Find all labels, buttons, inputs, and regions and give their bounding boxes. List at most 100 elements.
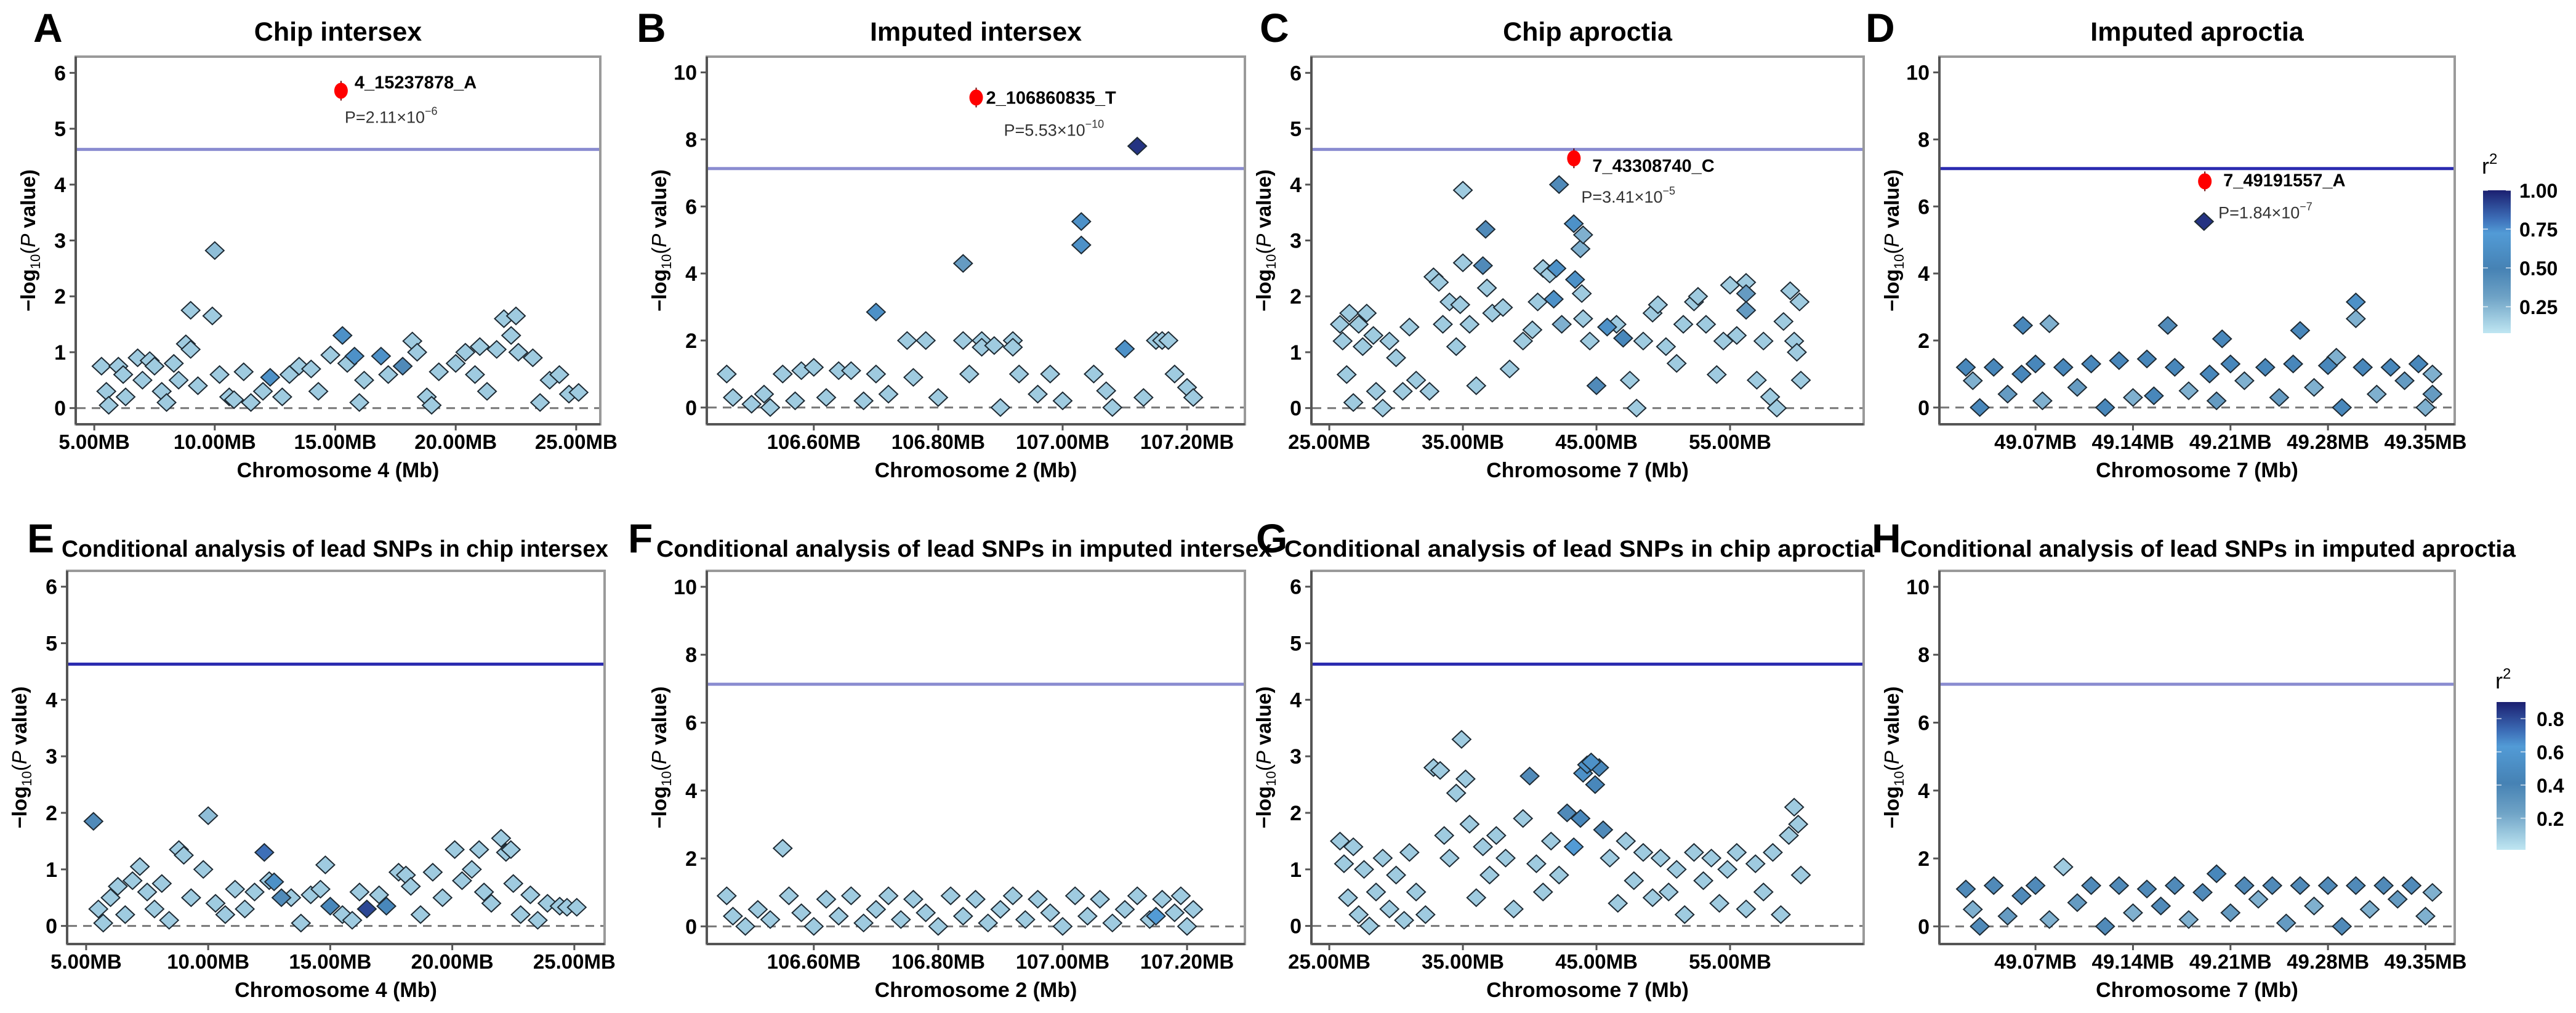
lead-snp-point bbox=[334, 83, 348, 99]
snp-point bbox=[760, 910, 781, 929]
snp-point bbox=[1688, 286, 1709, 306]
snp-point bbox=[1439, 292, 1460, 312]
snp-point bbox=[866, 365, 887, 384]
ylabel-subscript: 10 bbox=[1263, 254, 1279, 269]
snp-point bbox=[369, 885, 390, 905]
snp-point bbox=[501, 326, 521, 345]
x-tick-label: 106.80MB bbox=[892, 950, 985, 973]
snp-point bbox=[2081, 354, 2102, 374]
snp-point bbox=[159, 911, 180, 930]
snp-point bbox=[760, 398, 781, 418]
snp-point bbox=[2332, 916, 2353, 936]
snp-point bbox=[1616, 831, 1636, 851]
snp-point bbox=[168, 370, 189, 390]
snp-point bbox=[1586, 376, 1607, 395]
snp-point bbox=[1519, 766, 1540, 786]
ylabel-p: P bbox=[8, 751, 31, 764]
x-tick-label: 25.00MB bbox=[535, 430, 618, 453]
snp-point bbox=[1789, 292, 1810, 312]
y-axis-title: −log10(P value) bbox=[17, 169, 43, 312]
y-tick-label: 8 bbox=[685, 644, 697, 667]
panel-title: Conditional analysis of lead SNPs in imp… bbox=[656, 536, 1272, 562]
panel-title: Chip intersex bbox=[254, 17, 422, 47]
colorbar bbox=[2497, 702, 2526, 850]
snp-point bbox=[1399, 317, 1420, 337]
snp-point bbox=[2234, 371, 2255, 390]
x-axis-title: Chromosome 4 (Mb) bbox=[235, 979, 437, 1002]
snp-point bbox=[1571, 284, 1592, 304]
snp-point bbox=[320, 345, 341, 365]
snp-point bbox=[2025, 354, 2046, 374]
legend-title-r: r bbox=[2495, 668, 2503, 693]
snp-point bbox=[722, 388, 743, 407]
snp-point bbox=[1736, 899, 1757, 919]
plot-frame bbox=[706, 570, 1246, 945]
snp-point bbox=[461, 860, 482, 879]
plot-frame bbox=[706, 55, 1246, 426]
snp-point bbox=[1726, 326, 1747, 345]
y-axis-title: −log10(P value) bbox=[8, 687, 34, 829]
snp-point bbox=[1366, 882, 1387, 902]
snp-point bbox=[1071, 235, 1092, 255]
snp-point bbox=[2290, 876, 2311, 895]
colorbar-label: 0.75 bbox=[2519, 219, 2558, 241]
snp-point bbox=[2359, 900, 2380, 919]
snp-point bbox=[2415, 398, 2436, 418]
snp-point bbox=[1450, 295, 1471, 315]
snp-point bbox=[2276, 913, 2296, 933]
snp-point bbox=[432, 888, 453, 908]
snp-point bbox=[392, 357, 413, 376]
y-tick-label: 8 bbox=[685, 128, 697, 151]
snp-points bbox=[716, 136, 1204, 418]
snp-point bbox=[2178, 381, 2199, 400]
snp-point bbox=[193, 860, 214, 879]
snp-point bbox=[1419, 382, 1440, 401]
ylabel-prefix: −log bbox=[648, 269, 670, 312]
snp-point bbox=[1177, 916, 1197, 936]
snp-point bbox=[1329, 315, 1350, 334]
snp-point bbox=[2353, 358, 2373, 377]
snp-point bbox=[2192, 882, 2213, 902]
x-tick-label: 49.21MB bbox=[2189, 430, 2272, 453]
snp-point bbox=[1608, 894, 1628, 913]
snp-points bbox=[91, 241, 589, 415]
ylabel-prefix: −log bbox=[1880, 786, 1903, 829]
snp-point bbox=[2415, 906, 2436, 926]
snp-point bbox=[916, 903, 936, 922]
snp-point bbox=[477, 382, 497, 401]
snp-point bbox=[1600, 849, 1620, 868]
snp-point bbox=[144, 899, 165, 919]
ylabel-open-paren: ( bbox=[648, 248, 670, 254]
y-axis-title: −log10(P value) bbox=[1252, 687, 1279, 829]
lead-snp-label: 2_106860835_T bbox=[986, 88, 1117, 108]
y-tick-label: 6 bbox=[1918, 711, 1930, 735]
snp-point bbox=[1164, 365, 1185, 384]
snp-point bbox=[1745, 854, 1766, 873]
snp-point bbox=[816, 388, 837, 407]
snp-point bbox=[2206, 391, 2227, 411]
snp-point bbox=[1762, 842, 1783, 862]
snp-point bbox=[127, 348, 148, 368]
snp-point bbox=[1096, 381, 1117, 400]
snp-point bbox=[2248, 889, 2269, 909]
y-tick-label: 2 bbox=[685, 329, 697, 353]
snp-point bbox=[1476, 278, 1497, 297]
x-tick-label: 10.00MB bbox=[174, 430, 256, 453]
lead-snp-label: 7_43308740_C bbox=[1592, 156, 1714, 176]
snp-point bbox=[473, 882, 494, 902]
x-tick-label: 49.14MB bbox=[2091, 950, 2174, 973]
snp-point bbox=[2013, 316, 2034, 335]
lead-snp-pvalue: P=3.41×10−5 bbox=[1581, 185, 1675, 206]
plot-frame bbox=[1938, 55, 2456, 426]
snp-point bbox=[1492, 298, 1513, 317]
panel-title: Imputed intersex bbox=[870, 17, 1082, 47]
y-tick-label: 5 bbox=[46, 632, 57, 656]
y-tick-label: 0 bbox=[46, 915, 57, 938]
snp-point bbox=[1736, 301, 1757, 320]
y-tick-label: 6 bbox=[1918, 195, 1930, 219]
snp-point bbox=[1540, 831, 1561, 851]
snp-point bbox=[1336, 365, 1357, 384]
panel-letter: C bbox=[1260, 5, 1289, 50]
snp-point bbox=[1962, 900, 1983, 919]
ylabel-rest: value) bbox=[1252, 169, 1275, 234]
